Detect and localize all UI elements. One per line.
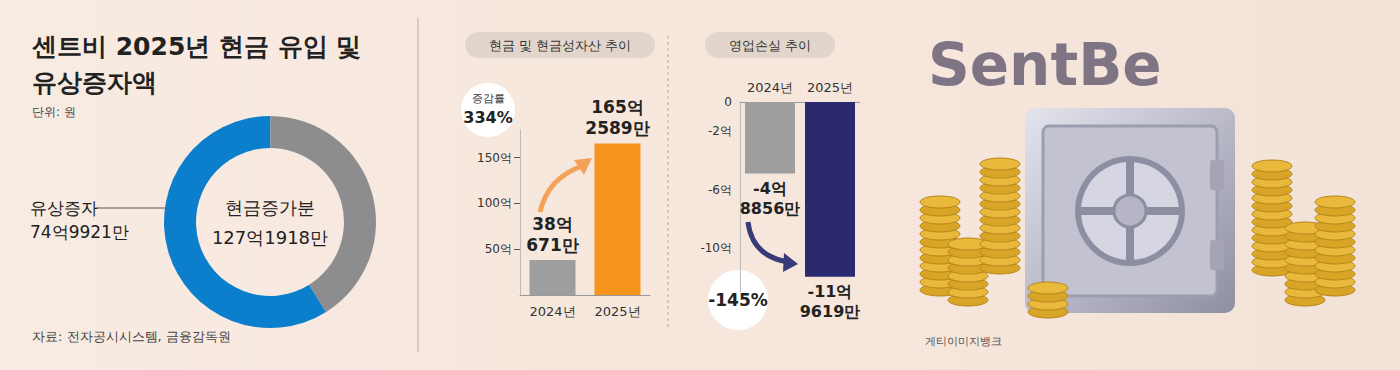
svg-text:유상증자액: 유상증자액	[32, 68, 157, 97]
svg-text:74억9921만: 74억9921만	[30, 222, 129, 242]
svg-text:-6억: -6억	[708, 183, 732, 197]
svg-text:현금증가분: 현금증가분	[225, 197, 315, 218]
svg-text:671만: 671만	[526, 235, 579, 255]
svg-text:334%: 334%	[463, 108, 512, 127]
svg-text:9619만: 9619만	[800, 302, 861, 321]
svg-text:50억: 50억	[485, 242, 512, 256]
svg-text:100억: 100억	[477, 196, 512, 210]
svg-text:유상증자: 유상증자	[30, 198, 98, 218]
svg-text:2025년: 2025년	[807, 80, 853, 95]
svg-text:-4억: -4억	[753, 179, 787, 198]
svg-text:0: 0	[724, 95, 732, 109]
svg-text:2589만: 2589만	[585, 118, 649, 138]
svg-text:현금 및 현금성자산 추이: 현금 및 현금성자산 추이	[489, 38, 631, 53]
svg-text:127억1918만: 127억1918만	[212, 227, 328, 248]
svg-text:SentBe: SentBe	[928, 31, 1162, 99]
svg-text:-145%: -145%	[708, 290, 768, 310]
svg-text:38억: 38억	[532, 214, 573, 234]
svg-text:증감률: 증감률	[472, 92, 505, 105]
svg-text:150억: 150억	[477, 151, 512, 165]
svg-text:-11억: -11억	[808, 282, 853, 301]
svg-text:단위: 원: 단위: 원	[32, 105, 76, 119]
svg-text:-2억: -2억	[708, 124, 732, 138]
svg-text:-10억: -10억	[700, 241, 732, 255]
svg-text:2024년: 2024년	[747, 80, 793, 95]
svg-text:8856만: 8856만	[740, 199, 801, 218]
svg-text:영업손실 추이: 영업손실 추이	[729, 38, 811, 53]
svg-text:자료: 전자공시시스템, 금융감독원: 자료: 전자공시시스템, 금융감독원	[32, 329, 231, 344]
svg-text:게티이미지뱅크: 게티이미지뱅크	[925, 335, 1002, 348]
svg-text:2025년: 2025년	[594, 304, 640, 319]
svg-text:165억: 165억	[591, 97, 644, 117]
svg-text:2024년: 2024년	[529, 304, 575, 319]
svg-text:센트비 2025년 현금 유입 및: 센트비 2025년 현금 유입 및	[32, 32, 361, 61]
